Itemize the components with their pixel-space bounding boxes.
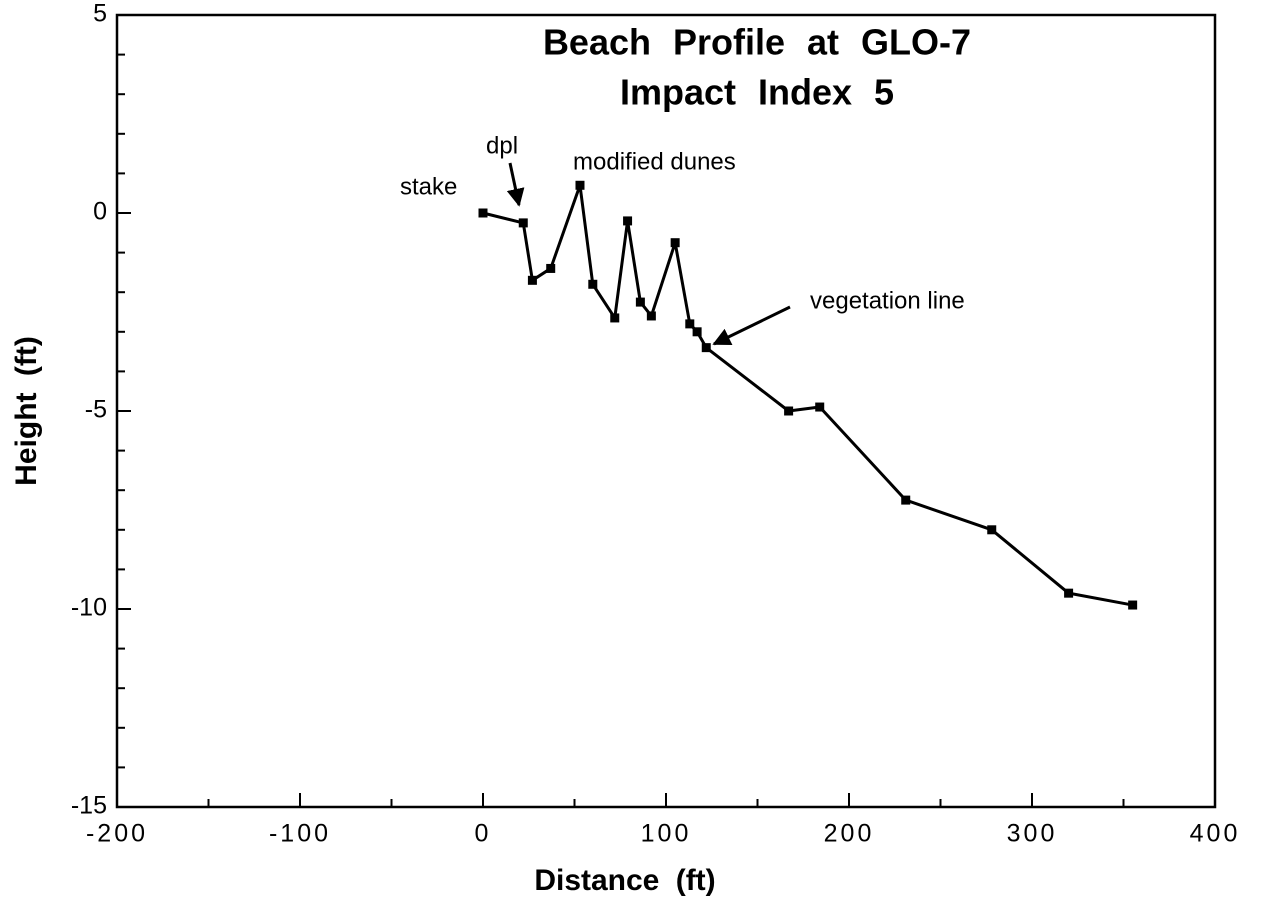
x-tick-label: -200 — [86, 820, 148, 848]
point-marker — [987, 525, 997, 535]
chart-subtitle: Impact Index 5 — [620, 72, 894, 113]
x-tick-label: 100 — [641, 820, 692, 848]
annotation: vegetation line — [810, 287, 965, 314]
point-marker — [527, 275, 537, 285]
point-marker — [575, 180, 585, 190]
annotation: stake — [400, 173, 457, 200]
point-marker — [588, 279, 598, 289]
y-tick-label: 5 — [93, 0, 107, 28]
point-marker — [685, 319, 695, 329]
plot-frame — [115, 13, 1217, 809]
annotation: modified dunes — [573, 148, 736, 175]
point-marker — [1064, 588, 1074, 598]
point-marker — [670, 238, 680, 248]
y-axis-label: Height (ft) — [10, 336, 43, 486]
point-marker — [1128, 600, 1138, 610]
annotation: dpl — [486, 132, 518, 159]
y-tick-label: 0 — [93, 198, 107, 226]
x-tick-label: 0 — [475, 820, 492, 848]
annotation-arrow — [506, 162, 525, 207]
point-marker — [478, 208, 488, 218]
point-marker — [635, 297, 645, 307]
x-tick-label: 200 — [824, 820, 875, 848]
y-tick-label: -10 — [71, 594, 107, 622]
point-marker — [610, 313, 620, 323]
x-tick-label: 400 — [1190, 820, 1241, 848]
point-marker — [784, 406, 794, 416]
y-tick-label: -15 — [71, 792, 107, 820]
y-tick-label: -5 — [85, 396, 107, 424]
x-axis-label: Distance (ft) — [534, 864, 715, 897]
annotation-arrow — [712, 305, 791, 346]
point-marker — [646, 311, 656, 321]
point-marker — [701, 343, 711, 353]
x-tick-label: 300 — [1007, 820, 1058, 848]
point-marker — [901, 495, 911, 505]
point-marker — [518, 218, 528, 228]
point-marker — [623, 216, 633, 226]
point-marker — [815, 402, 825, 412]
point-marker — [546, 263, 556, 273]
point-marker — [692, 327, 702, 337]
chart-title: Beach Profile at GLO-7 — [543, 22, 971, 63]
profile-line — [482, 183, 1133, 607]
x-tick-label: -100 — [269, 820, 331, 848]
